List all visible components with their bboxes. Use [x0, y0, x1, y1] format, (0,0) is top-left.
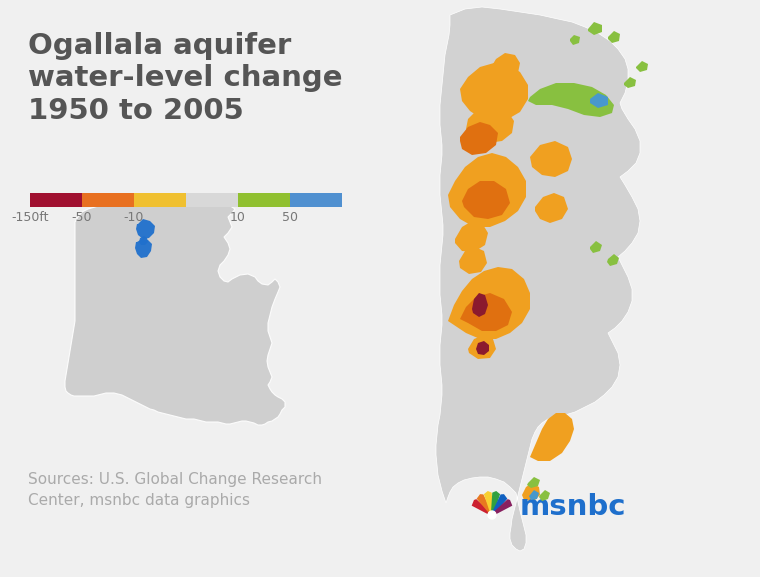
Polygon shape [490, 53, 520, 79]
Polygon shape [590, 241, 602, 253]
Polygon shape [539, 490, 550, 501]
Bar [186, 193, 238, 207]
Text: -10: -10 [124, 211, 144, 224]
Polygon shape [588, 22, 602, 35]
Text: 10: 10 [230, 211, 246, 224]
Polygon shape [570, 35, 580, 45]
Polygon shape [448, 267, 530, 339]
Text: -50: -50 [71, 211, 92, 224]
Text: water-level change: water-level change [28, 64, 343, 92]
Polygon shape [530, 141, 572, 177]
Polygon shape [636, 61, 648, 72]
Polygon shape [491, 494, 508, 516]
Polygon shape [460, 122, 498, 155]
Polygon shape [608, 31, 620, 43]
Polygon shape [527, 477, 540, 488]
Text: msnbc: msnbc [520, 493, 626, 521]
Text: 1950 to 2005: 1950 to 2005 [28, 97, 244, 125]
Polygon shape [590, 93, 608, 108]
Bar [238, 193, 290, 207]
Circle shape [488, 511, 496, 519]
Polygon shape [491, 491, 500, 515]
Text: 50: 50 [282, 211, 298, 224]
Polygon shape [624, 77, 636, 88]
Text: -150ft: -150ft [11, 211, 49, 224]
Bar [30, 193, 82, 207]
Text: Ogallala aquifer: Ogallala aquifer [28, 32, 291, 60]
Polygon shape [522, 483, 540, 501]
Polygon shape [436, 7, 640, 551]
Polygon shape [535, 193, 568, 223]
Polygon shape [459, 247, 487, 274]
Polygon shape [528, 83, 614, 117]
Polygon shape [462, 181, 510, 219]
Polygon shape [529, 490, 539, 500]
Polygon shape [65, 201, 285, 425]
Polygon shape [460, 293, 512, 331]
Polygon shape [139, 236, 148, 245]
Polygon shape [477, 494, 493, 516]
Polygon shape [491, 499, 512, 516]
Polygon shape [468, 335, 496, 359]
Polygon shape [472, 499, 492, 516]
Polygon shape [472, 293, 488, 317]
Bar [134, 193, 186, 207]
Bar [290, 193, 342, 207]
Polygon shape [466, 105, 514, 143]
Polygon shape [135, 239, 152, 258]
Polygon shape [476, 341, 489, 355]
Polygon shape [455, 221, 488, 252]
Polygon shape [607, 254, 619, 266]
Polygon shape [136, 219, 155, 239]
Bar [82, 193, 134, 207]
Polygon shape [460, 63, 528, 121]
Polygon shape [448, 153, 526, 227]
Polygon shape [484, 491, 493, 515]
Polygon shape [530, 413, 574, 461]
Text: Sources: U.S. Global Change Research
Center, msnbc data graphics: Sources: U.S. Global Change Research Cen… [28, 472, 322, 508]
